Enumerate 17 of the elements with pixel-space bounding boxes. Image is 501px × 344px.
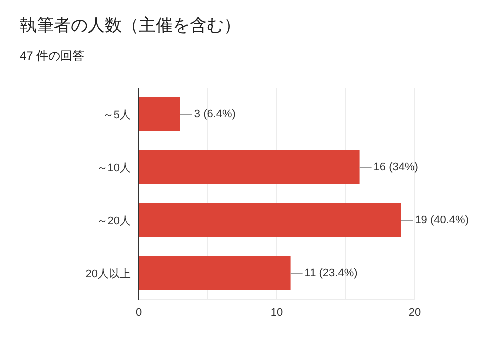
x-tick-label: 20 xyxy=(408,306,422,319)
x-tick-label: 10 xyxy=(270,306,284,319)
y-tick-label: ～10人 xyxy=(96,162,131,174)
bar xyxy=(139,204,402,238)
bar xyxy=(139,150,360,185)
chart-title: 執筆者の人数（主催を含む） xyxy=(20,15,241,37)
y-tick-label: ～5人 xyxy=(102,109,131,122)
x-tick-label: 0 xyxy=(136,306,142,319)
bar xyxy=(139,98,180,132)
data-label: 11 (23.4%) xyxy=(304,268,358,280)
data-label: 19 (40.4%) xyxy=(415,214,470,227)
chart-subtitle: 47 件の回答 xyxy=(20,48,85,65)
y-tick-label: 20人以上 xyxy=(86,267,131,280)
y-tick-label: ～20人 xyxy=(96,215,131,228)
data-label: 16 (34%) xyxy=(374,162,418,174)
data-label: 3 (6.4%) xyxy=(194,108,236,121)
bar xyxy=(139,256,291,291)
